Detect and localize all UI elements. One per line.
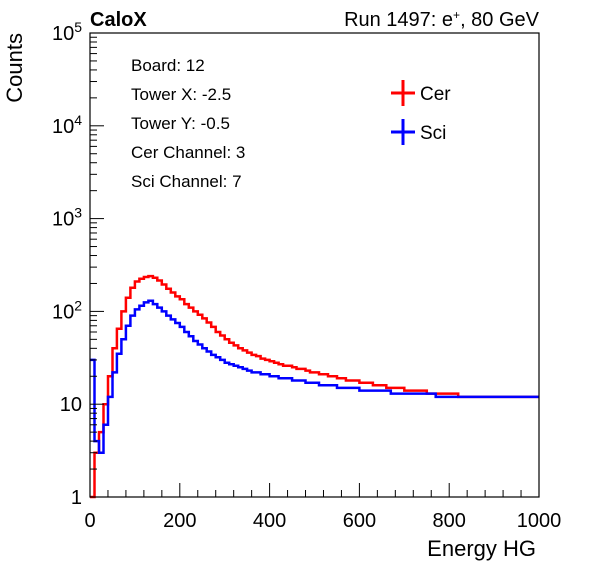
- series-cer-line: [90, 274, 539, 499]
- x-tick-label: 400: [253, 510, 286, 532]
- info-cer-channel: Cer Channel: 3: [131, 143, 245, 162]
- y-axis-title: Counts: [2, 33, 27, 103]
- info-sci-channel: Sci Channel: 7: [131, 172, 242, 191]
- y-tick-label: 10: [60, 394, 82, 416]
- x-tick-label: 800: [433, 510, 466, 532]
- plot-frame: [89, 32, 540, 498]
- info-block: Board: 12 Tower X: -2.5 Tower Y: -0.5 Ce…: [131, 56, 245, 191]
- run-info-prefix: Run 1497: e: [344, 9, 453, 31]
- y-tick-label: 105: [52, 19, 82, 45]
- series-sci-line: [90, 299, 539, 454]
- header-title: CaloX: [90, 9, 147, 31]
- legend-label-sci: Sci: [420, 123, 446, 144]
- run-info-suffix: , 80 GeV: [460, 9, 540, 31]
- x-axis-title: Energy HG: [427, 536, 536, 561]
- legend-label-cer: Cer: [420, 84, 451, 105]
- legend: Cer Sci: [391, 80, 451, 145]
- y-tick-label: 103: [52, 205, 82, 231]
- y-tick-label: 1: [71, 487, 82, 509]
- run-info-sup: +: [453, 8, 460, 22]
- y-tick-label: 104: [52, 112, 82, 138]
- info-tower-y: Tower Y: -0.5: [131, 114, 230, 133]
- series-layer: [90, 274, 539, 499]
- x-tick-label: 200: [163, 510, 196, 532]
- x-tick-label: 1000: [517, 510, 562, 532]
- info-board: Board: 12: [131, 56, 205, 75]
- info-tower-x: Tower X: -2.5: [131, 85, 231, 104]
- run-info: Run 1497: e+, 80 GeV: [344, 8, 540, 31]
- ticks-layer: 0 200 400 600 800 1000 1 10 102 103 104 105: [52, 19, 561, 532]
- legend-marker-cer: [391, 80, 415, 106]
- x-tick-label: 600: [343, 510, 376, 532]
- y-tick-label: 102: [52, 297, 82, 323]
- x-tick-label: 0: [84, 510, 95, 532]
- legend-marker-sci: [391, 119, 415, 145]
